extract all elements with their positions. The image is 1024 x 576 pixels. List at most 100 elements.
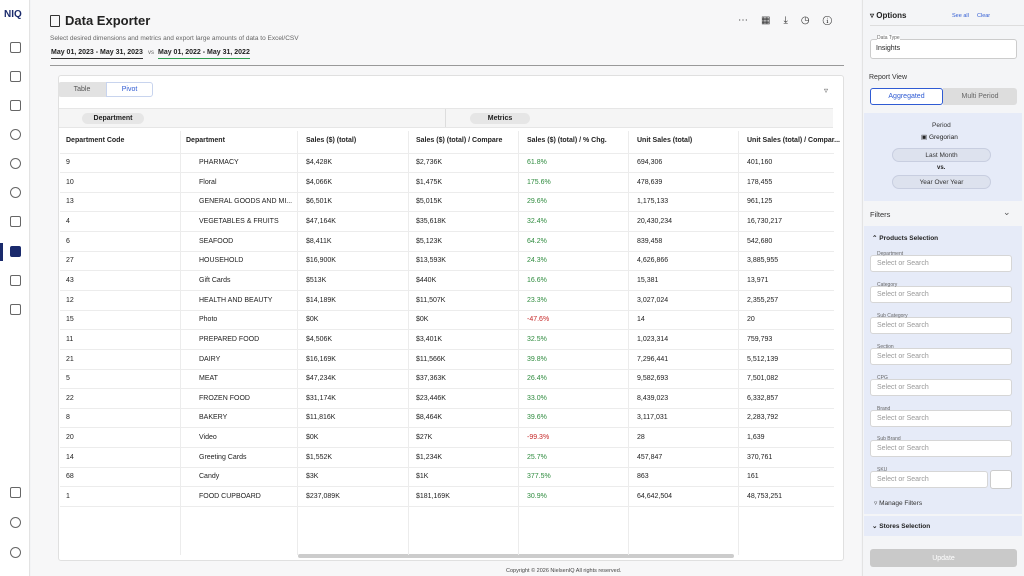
manage-filters-text: Manage Filters xyxy=(879,500,922,507)
filter-select[interactable]: Select or Search xyxy=(870,286,1012,303)
filter-select[interactable]: Select or Search xyxy=(870,317,1012,334)
row-line xyxy=(60,349,834,350)
table-cell: 32.5% xyxy=(527,336,547,343)
nav-link[interactable] xyxy=(10,158,21,169)
row-line xyxy=(60,211,834,212)
toolbar-icons[interactable]: ⋯▦⤓◷ⓘ xyxy=(738,15,845,26)
date-range[interactable]: May 01, 2023 - May 31, 2023 xyxy=(51,49,143,59)
column-header[interactable]: Sales ($) (total) / Compare xyxy=(416,137,502,144)
row-line xyxy=(60,427,834,428)
rows-chip[interactable]: Department xyxy=(82,113,144,124)
table-cell: GENERAL GOODS AND MI... xyxy=(199,198,292,205)
view-aggregated[interactable]: Aggregated xyxy=(870,88,943,105)
filter-label: Department xyxy=(877,251,903,257)
nav-pie[interactable] xyxy=(10,187,21,198)
table-cell: 5 xyxy=(66,375,70,382)
table-cell: 13,971 xyxy=(747,277,768,284)
manage-filters[interactable]: ▿ Manage Filters xyxy=(874,499,922,507)
table-cell: Greeting Cards xyxy=(199,454,246,461)
table-cell: 23.3% xyxy=(527,297,547,304)
table-cell: 11 xyxy=(66,336,73,343)
table-cell: 16.6% xyxy=(527,277,547,284)
filter-icon[interactable]: ▿ xyxy=(824,86,828,95)
title-icon xyxy=(50,15,60,27)
nav-reports[interactable] xyxy=(10,100,21,111)
clear[interactable]: Clear xyxy=(977,13,990,19)
nav-calendar[interactable] xyxy=(10,304,21,315)
table-cell: 9,582,693 xyxy=(637,375,668,382)
table-cell: 32.4% xyxy=(527,218,547,225)
nav-profile[interactable] xyxy=(10,547,21,558)
filter-select[interactable]: Select or Search xyxy=(870,440,1012,457)
table-cell: 30.9% xyxy=(527,493,547,500)
table-cell: $11,816K xyxy=(306,414,335,421)
table-cell: SEAFOOD xyxy=(199,238,233,245)
table-cell: 26.4% xyxy=(527,375,547,382)
nav-group[interactable] xyxy=(10,275,21,286)
table-cell: 33.0% xyxy=(527,395,547,402)
table-cell: -47.6% xyxy=(527,316,549,323)
tab-table[interactable]: Table xyxy=(58,82,106,97)
table-cell: 542,680 xyxy=(747,238,772,245)
row-line xyxy=(60,388,834,389)
scrollbar[interactable] xyxy=(298,554,734,558)
table-cell: 377.5% xyxy=(527,473,551,480)
table-cell: 24.3% xyxy=(527,257,547,264)
nav-trends[interactable] xyxy=(10,71,21,82)
sku-action[interactable] xyxy=(990,470,1012,489)
column-header[interactable]: Department Code xyxy=(66,137,124,144)
options-title-text: Options xyxy=(876,11,906,20)
table-cell: $4,428K xyxy=(306,159,332,166)
table-cell: FOOD CUPBOARD xyxy=(199,493,261,500)
nav-home[interactable] xyxy=(10,42,21,53)
table-cell: 39.8% xyxy=(527,356,547,363)
table-cell: $1,552K xyxy=(306,454,332,461)
row-line xyxy=(60,506,834,507)
column-header[interactable]: Unit Sales (total) xyxy=(637,137,692,144)
nav-settings[interactable] xyxy=(10,517,21,528)
metrics-chip[interactable]: Metrics xyxy=(470,113,530,124)
table-cell: 8 xyxy=(66,414,70,421)
table-card xyxy=(58,75,844,561)
table-cell: 175.6% xyxy=(527,179,551,186)
table-cell: Photo xyxy=(199,316,217,323)
column-header[interactable]: Sales ($) (total) xyxy=(306,137,356,144)
filter-select[interactable]: Select or Search xyxy=(870,255,1012,272)
compare-range[interactable]: May 01, 2022 - May 31, 2022 xyxy=(158,49,250,59)
column-divider xyxy=(738,131,739,555)
table-cell: 6 xyxy=(66,238,70,245)
period-chip[interactable]: Last Month xyxy=(892,148,991,162)
table-cell: Gift Cards xyxy=(199,277,231,284)
nav-tag[interactable] xyxy=(10,216,21,227)
filter-select[interactable]: Select or Search xyxy=(870,379,1012,396)
nav-bank[interactable] xyxy=(10,487,21,498)
filter-select[interactable]: Select or Search xyxy=(870,348,1012,365)
nav-data-exporter[interactable] xyxy=(10,246,21,257)
stores-selection[interactable]: ⌄ Stores Selection xyxy=(872,522,930,530)
table-cell: 3,027,024 xyxy=(637,297,668,304)
table-cell: 43 xyxy=(66,277,74,284)
column-header[interactable]: Sales ($) (total) / % Chg. xyxy=(527,137,607,144)
table-cell: 21 xyxy=(66,356,74,363)
filter-select[interactable]: Select or Search xyxy=(870,471,988,488)
products-selection[interactable]: ⌃ Products Selection xyxy=(872,234,938,242)
column-header[interactable]: Unit Sales (total) / Compar... xyxy=(747,137,840,144)
table-cell: $4,066K xyxy=(306,179,332,186)
report-view-label: Report View xyxy=(869,74,907,81)
table-cell: $5,015K xyxy=(416,198,442,205)
compare-chip[interactable]: Year Over Year xyxy=(892,175,991,189)
period-label: Period xyxy=(932,122,951,129)
update-button[interactable]: Update xyxy=(870,549,1017,567)
see-all[interactable]: See all xyxy=(952,13,969,19)
filters-toggle[interactable]: ⌄ xyxy=(1003,207,1011,218)
options-title: ▿ Options xyxy=(870,11,906,20)
tab-pivot[interactable]: Pivot xyxy=(106,82,153,97)
column-header[interactable]: Department xyxy=(186,137,225,144)
table-cell: $8,464K xyxy=(416,414,442,421)
period-vs: vs. xyxy=(937,165,945,171)
table-cell: DAIRY xyxy=(199,356,220,363)
table-cell: $5,123K xyxy=(416,238,442,245)
view-multi-period[interactable]: Multi Period xyxy=(943,88,1017,105)
filter-select[interactable]: Select or Search xyxy=(870,410,1012,427)
nav-block[interactable] xyxy=(10,129,21,140)
